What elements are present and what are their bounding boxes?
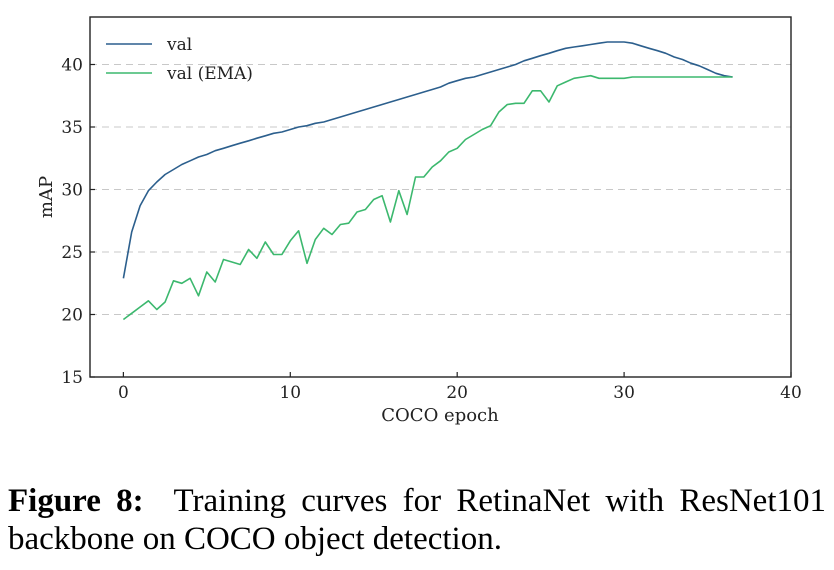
series-lines xyxy=(122,41,733,321)
y-axis-label: mAP xyxy=(36,176,57,218)
legend-label: val xyxy=(166,35,192,55)
y-tick-label: 30 xyxy=(61,181,83,201)
legend-label: val (EMA) xyxy=(166,64,253,84)
y-tick-label: 40 xyxy=(61,56,83,76)
legend: val val (EMA) xyxy=(106,35,253,84)
x-axis-label: COCO epoch xyxy=(381,405,499,426)
training-curves-chart: 15 20 25 30 35 40 0 10 20 30 40 COCO epoch mAP val… xyxy=(36,16,802,426)
y-tick-label: 35 xyxy=(61,118,83,138)
series-line-val xyxy=(122,41,733,279)
plot-frame xyxy=(89,16,792,378)
x-tick-label: 0 xyxy=(118,383,129,403)
x-tick-label: 30 xyxy=(613,383,635,403)
y-tick-label: 25 xyxy=(61,243,83,263)
x-tick-label: 40 xyxy=(780,383,802,403)
figure-caption: Figure 8: Training curves for RetinaNet … xyxy=(8,482,826,558)
x-tick-label: 20 xyxy=(446,383,468,403)
series-line-val-ema xyxy=(122,74,733,321)
y-tick-label: 20 xyxy=(61,306,83,326)
caption-label: Figure 8: xyxy=(8,483,144,519)
caption-text: Training curves for RetinaNet with ResNe… xyxy=(8,483,826,557)
axis-ticks: 15 20 25 30 35 40 0 10 20 30 40 xyxy=(61,56,801,404)
x-tick-label: 10 xyxy=(279,383,301,403)
grid-lines xyxy=(90,64,791,315)
y-tick-label: 15 xyxy=(61,368,83,388)
